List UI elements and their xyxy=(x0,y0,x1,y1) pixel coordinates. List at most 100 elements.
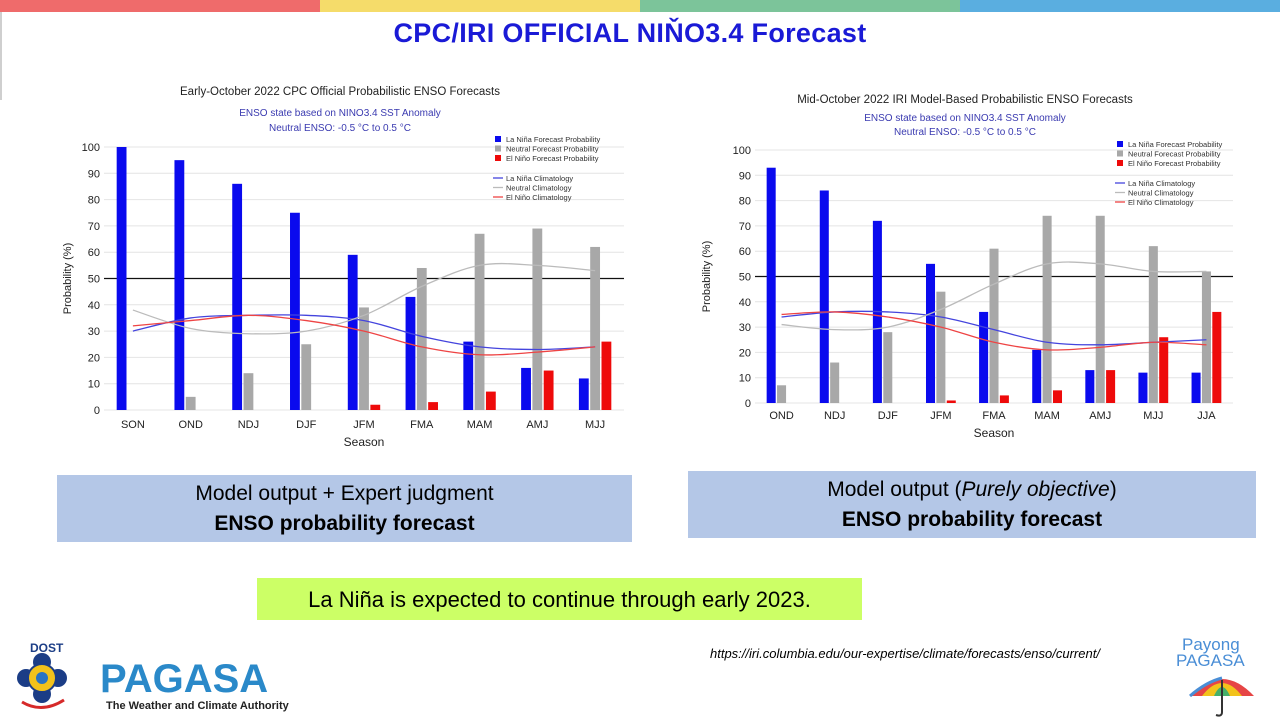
y-tick-label: 100 xyxy=(82,142,100,154)
neutral-bar xyxy=(532,228,543,410)
left-caption-box: Model output + Expert judgment ENSO prob… xyxy=(57,475,632,542)
x-tick-label: OND xyxy=(178,419,203,431)
chart-title: Mid-October 2022 IRI Model-Based Probabi… xyxy=(797,94,1133,106)
neutral-bar xyxy=(416,267,427,410)
right-caption-italic: Purely objective xyxy=(961,478,1110,501)
x-tick-label: NDJ xyxy=(238,419,259,431)
left-edge-line xyxy=(0,12,2,100)
legend-label: El Niño Forecast Probability xyxy=(1128,159,1221,168)
y-tick-label: 80 xyxy=(88,195,100,207)
lanina-bar xyxy=(405,296,416,410)
neutral-bar xyxy=(830,362,840,403)
x-axis-label: Season xyxy=(344,435,385,449)
legend-swatch xyxy=(495,145,501,152)
x-tick-label: AMJ xyxy=(1089,410,1111,422)
x-tick-label: DJF xyxy=(296,419,316,431)
lanina-bar xyxy=(521,367,531,410)
legend-label: Neutral Climatology xyxy=(1128,189,1194,198)
elnino-bar xyxy=(428,402,438,410)
neutral-bar xyxy=(1042,215,1052,403)
x-tick-label: FMA xyxy=(410,419,434,431)
y-tick-label: 30 xyxy=(88,326,100,338)
neutral-bar xyxy=(1095,215,1105,403)
lanina-bar xyxy=(232,183,243,410)
lanina-bar xyxy=(1085,370,1095,403)
right-caption-line2: ENSO probability forecast xyxy=(841,508,1103,531)
chart-subtitle-1: ENSO state based on NINO3.4 SST Anomaly xyxy=(864,113,1066,124)
neutral-bar xyxy=(989,248,999,403)
top-bar-red xyxy=(0,0,320,12)
legend-label: Neutral Forecast Probability xyxy=(1128,150,1221,159)
elnino-bar xyxy=(1212,311,1222,403)
y-tick-label: 50 xyxy=(739,272,751,284)
elnino-bar xyxy=(543,370,554,410)
x-tick-label: MAM xyxy=(467,419,493,431)
lanina-bar xyxy=(1138,372,1148,403)
elnino-bar xyxy=(1106,370,1116,403)
lanina-bar xyxy=(766,167,776,403)
y-tick-label: 10 xyxy=(739,373,751,385)
y-tick-label: 90 xyxy=(739,170,751,182)
legend-swatch xyxy=(1117,150,1123,157)
legend-label: La Niña Climatology xyxy=(1128,179,1195,188)
y-tick-label: 0 xyxy=(94,405,100,417)
y-tick-label: 40 xyxy=(88,300,100,312)
pagasa-logo: DOST PAGASA The Weather and Climate Auth… xyxy=(17,641,290,712)
y-tick-label: 70 xyxy=(88,221,100,233)
chart-subtitle-2: Neutral ENSO: -0.5 °C to 0.5 °C xyxy=(894,127,1036,138)
lanina-bar xyxy=(463,341,474,410)
neutral-bar xyxy=(590,246,601,410)
elnino-bar xyxy=(1159,337,1169,403)
neutral-bar xyxy=(883,332,893,403)
y-tick-label: 0 xyxy=(745,398,751,410)
neutral-bar xyxy=(359,307,369,410)
right-caption-post: ) xyxy=(1109,478,1117,501)
legend-swatch xyxy=(1117,141,1123,147)
elnino-bar xyxy=(1052,390,1063,403)
chart-subtitle-1: ENSO state based on NINO3.4 SST Anomaly xyxy=(239,108,441,119)
y-axis-label: Probability (%) xyxy=(62,243,74,315)
legend-label: La Niña Forecast Probability xyxy=(506,135,600,144)
x-tick-label: FMA xyxy=(982,410,1006,422)
y-tick-label: 50 xyxy=(88,274,100,286)
legend-swatch xyxy=(495,155,501,161)
lanina-climatology-line xyxy=(132,314,596,351)
elnino-bar xyxy=(946,400,956,403)
right-caption-pre: Model output ( xyxy=(827,478,962,501)
legend-label: El Niño Climatology xyxy=(1128,198,1194,207)
x-tick-label: MJJ xyxy=(1143,410,1163,422)
elnino-climatology-line xyxy=(132,314,596,356)
top-bar-green xyxy=(640,0,960,12)
legend-label: La Niña Forecast Probability xyxy=(1128,140,1222,149)
x-tick-label: JJA xyxy=(1197,410,1216,422)
legend-label: El Niño Climatology xyxy=(506,193,572,202)
payong-pagasa-logo: Payong PAGASA xyxy=(1176,635,1254,717)
y-axis-label: Probability (%) xyxy=(701,241,713,313)
elnino-bar xyxy=(485,391,496,410)
top-bar-yellow xyxy=(320,0,640,12)
neutral-climatology-line xyxy=(781,261,1207,331)
right-caption-box: Model output (Purely objective) ENSO pro… xyxy=(688,471,1256,538)
lanina-bar xyxy=(925,263,936,403)
y-tick-label: 90 xyxy=(88,168,100,180)
y-tick-label: 100 xyxy=(733,145,751,157)
elnino-bar xyxy=(601,341,612,410)
pagasa-emblem-icon xyxy=(17,653,67,709)
y-tick-label: 10 xyxy=(88,379,100,391)
x-tick-label: AMJ xyxy=(526,419,548,431)
neutral-bar xyxy=(1201,271,1211,403)
elnino-climatology-line xyxy=(781,311,1207,351)
source-url[interactable]: https://iri.columbia.edu/our-expertise/c… xyxy=(710,646,1100,661)
y-tick-label: 20 xyxy=(88,352,100,364)
y-tick-label: 60 xyxy=(88,247,100,259)
y-tick-label: 30 xyxy=(739,322,751,334)
right-caption-line1: Model output (Purely objective) xyxy=(688,475,1256,505)
umbrella-icon xyxy=(1189,676,1254,717)
y-tick-label: 80 xyxy=(739,196,751,208)
y-tick-label: 60 xyxy=(739,246,751,258)
chart-title: Early-October 2022 CPC Official Probabil… xyxy=(180,86,500,98)
lanina-bar xyxy=(1191,372,1201,403)
legend-label: La Niña Climatology xyxy=(506,174,573,183)
payong-label: Payong xyxy=(1182,635,1240,654)
